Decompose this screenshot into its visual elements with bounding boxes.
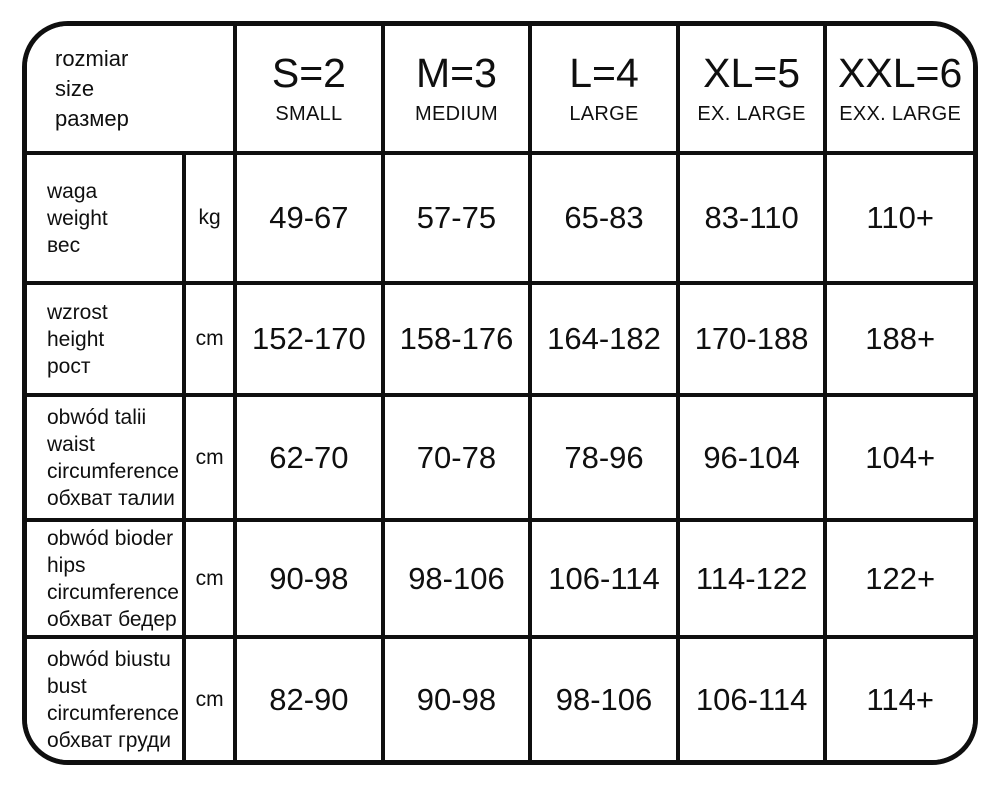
value-cell: 158-176 [382, 283, 533, 397]
row-label-line: weight [47, 206, 108, 230]
unit-cell: cm [184, 637, 238, 760]
header-corner-cell: rozmiar size размер [27, 26, 238, 155]
table-row-height: wzrost height рост cm 152-170 158-176 16… [27, 283, 973, 397]
value-cell: 114-122 [677, 520, 828, 639]
value-cell: 98-106 [382, 520, 533, 639]
corner-line-ru: размер [55, 105, 129, 131]
size-name: MEDIUM [415, 102, 498, 125]
header-row: rozmiar size размер S=2 SMALL M=3 MEDIUM… [27, 26, 973, 155]
value-cell: 49-67 [235, 153, 385, 285]
row-label-cell: obwód bioder hips circumference обхват б… [27, 520, 187, 639]
corner-line-en: size [55, 75, 95, 101]
value-cell: 65-83 [530, 153, 680, 285]
value-cell: 96-104 [677, 395, 828, 522]
value-cell: 62-70 [235, 395, 385, 522]
size-table: rozmiar size размер S=2 SMALL M=3 MEDIUM… [27, 26, 973, 760]
row-label-cell: obwód talii waist circumference обхват т… [27, 395, 187, 522]
value-cell: 70-78 [382, 395, 533, 522]
row-label-line: обхват талии [47, 486, 175, 510]
row-label-line: рост [47, 354, 91, 378]
value-cell: 98-106 [530, 637, 680, 760]
unit-cell: cm [184, 283, 238, 397]
value-cell: 152-170 [235, 283, 385, 397]
value-cell: 106-114 [530, 520, 680, 639]
row-label-cell: wzrost height рост [27, 283, 187, 397]
size-code: S=2 [271, 50, 346, 97]
row-label-line: height [47, 327, 105, 351]
value-cell: 170-188 [677, 283, 828, 397]
row-label-line: circumference [47, 580, 179, 604]
row-label-line: обхват бедер [47, 607, 177, 631]
value-cell: 110+ [825, 153, 973, 285]
value-cell: 57-75 [382, 153, 533, 285]
size-code: M=3 [416, 50, 497, 97]
value-cell: 106-114 [677, 637, 828, 760]
value-cell: 164-182 [530, 283, 680, 397]
table-row-waist: obwód talii waist circumference обхват т… [27, 395, 973, 522]
value-cell: 90-98 [382, 637, 533, 760]
header-cell-size-l: L=4 LARGE [530, 26, 680, 155]
size-chart-table: rozmiar size размер S=2 SMALL M=3 MEDIUM… [22, 21, 978, 765]
size-name: LARGE [569, 102, 639, 125]
value-cell: 90-98 [235, 520, 385, 639]
corner-line-pl: rozmiar [55, 45, 129, 71]
row-label-line: waist [47, 432, 95, 456]
row-label-line: circumference [47, 459, 179, 483]
row-label-line: bust [47, 674, 87, 698]
unit-cell: cm [184, 395, 238, 522]
header-cell-size-s: S=2 SMALL [235, 26, 385, 155]
header-cell-size-m: M=3 MEDIUM [382, 26, 533, 155]
row-label-line: circumference [47, 701, 179, 725]
size-code: L=4 [569, 50, 639, 97]
row-label-line: obwód talii [47, 405, 147, 429]
row-label-line: waga [47, 179, 98, 203]
unit-cell: cm [184, 520, 238, 639]
value-cell: 114+ [825, 637, 973, 760]
size-name: SMALL [275, 102, 343, 125]
row-label-line: вес [47, 233, 81, 257]
unit-cell: kg [184, 153, 238, 285]
value-cell: 104+ [825, 395, 973, 522]
row-label-cell: waga weight вес [27, 153, 187, 285]
header-cell-size-xl: XL=5 EX. LARGE [677, 26, 828, 155]
size-name: EX. LARGE [697, 102, 806, 125]
row-label-line: obwód biustu [47, 647, 171, 671]
row-label-line: obwód bioder [47, 526, 174, 550]
row-label-line: wzrost [47, 300, 108, 324]
value-cell: 122+ [825, 520, 973, 639]
value-cell: 78-96 [530, 395, 680, 522]
size-code: XXL=6 [838, 50, 963, 97]
size-name: EXX. LARGE [839, 102, 962, 125]
table-row-bust: obwód biustu bust circumference обхват г… [27, 637, 973, 760]
value-cell: 188+ [825, 283, 973, 397]
table-row-hips: obwód bioder hips circumference обхват б… [27, 520, 973, 639]
value-cell: 82-90 [235, 637, 385, 760]
row-label-line: hips [47, 553, 86, 577]
size-code: XL=5 [703, 50, 801, 97]
table-row-weight: waga weight вес kg 49-67 57-75 65-83 83-… [27, 153, 973, 285]
value-cell: 83-110 [677, 153, 828, 285]
row-label-cell: obwód biustu bust circumference обхват г… [27, 637, 187, 760]
header-cell-size-xxl: XXL=6 EXX. LARGE [825, 26, 973, 155]
row-label-line: обхват груди [47, 728, 171, 752]
